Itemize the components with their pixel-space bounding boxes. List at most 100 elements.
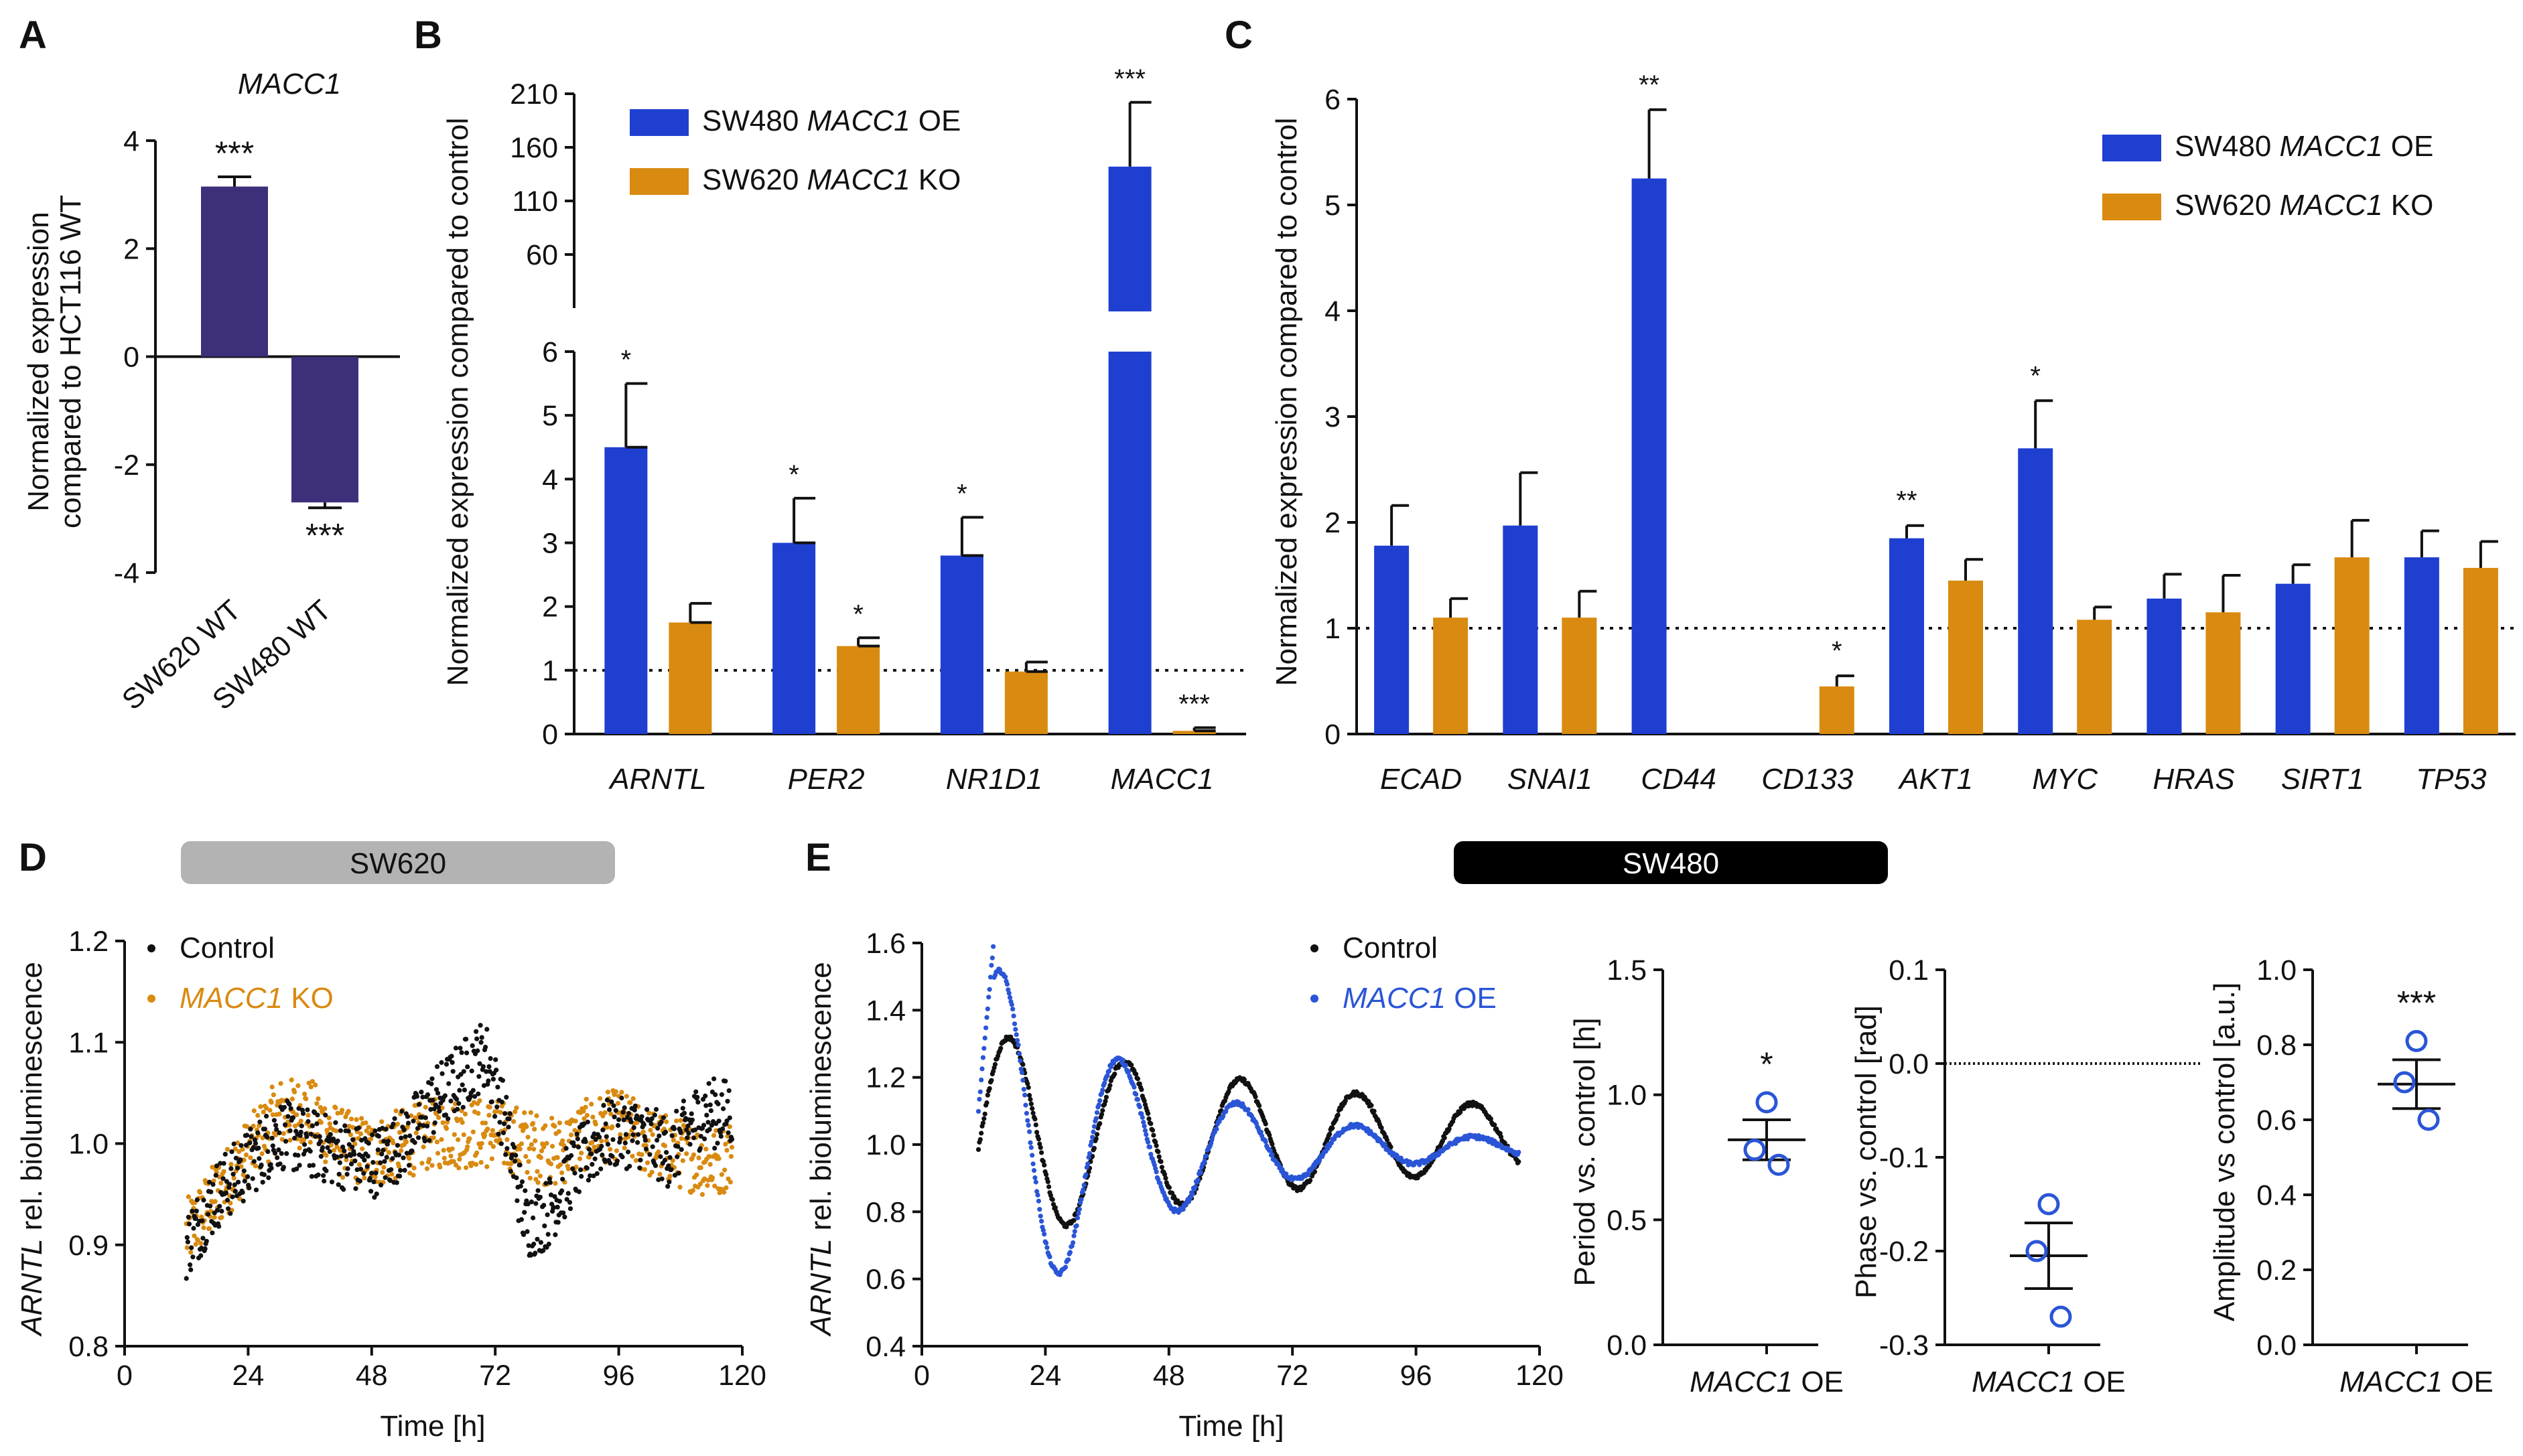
panel-d-point — [437, 1108, 442, 1114]
panel-d-point — [302, 1091, 308, 1097]
panel-d-point — [271, 1118, 277, 1123]
panel-d-point — [470, 1088, 476, 1093]
panel-d-point — [259, 1151, 265, 1157]
panel-e-point — [991, 944, 996, 949]
panel-e-point — [1263, 1139, 1268, 1145]
panel-d-point — [685, 1135, 690, 1141]
panel-e-ytick-label-3: 1.0 — [866, 1129, 906, 1161]
panel-d-point — [267, 1108, 273, 1113]
panel-b-ytick-lower-label-3: 3 — [542, 528, 558, 560]
panel-d-point — [305, 1119, 311, 1124]
panel-d-point — [664, 1119, 669, 1124]
panel-d-point — [525, 1229, 530, 1234]
panel-d-point — [680, 1106, 685, 1111]
panel-e-amplitude-point-2 — [2417, 1108, 2440, 1131]
panel-e-point — [1081, 1187, 1086, 1193]
panel-d-point — [316, 1172, 321, 1177]
panel-d-point — [649, 1121, 654, 1126]
panel-d-point — [356, 1162, 362, 1167]
panel-d-point — [653, 1163, 659, 1168]
panel-d-point — [310, 1123, 315, 1129]
panel-d-point — [221, 1161, 226, 1166]
panel-e-point — [1023, 1102, 1028, 1108]
panel-d-point — [722, 1167, 728, 1173]
panel-d-point — [350, 1145, 355, 1150]
panel-c-xlabel-5: MYC — [2032, 763, 2098, 796]
panel-d-point — [574, 1131, 579, 1137]
panel-d-point — [255, 1130, 261, 1135]
panel-d-point — [269, 1135, 275, 1141]
panel-e-period: 0.0 0.5 1.0 1.5 MACC1 OE * Period vs. control … — [1568, 954, 1844, 1398]
panel-d-point — [247, 1140, 253, 1145]
panel-e-point — [1270, 1152, 1275, 1157]
panel-e-xtick-label-0: 0 — [914, 1360, 930, 1392]
panel-d-point — [289, 1096, 295, 1102]
panel-e-legend-label-0: Control — [1343, 932, 1438, 964]
panel-d-point — [641, 1122, 646, 1127]
panel-e-point — [1308, 1177, 1313, 1183]
panel-d-point — [569, 1133, 574, 1138]
panel-e-point — [1090, 1135, 1095, 1140]
panel-e-point — [1103, 1098, 1108, 1104]
panel-d-point — [430, 1098, 435, 1103]
panel-d-point — [532, 1126, 537, 1132]
panel-d-point — [479, 1035, 484, 1040]
panel-d-point — [251, 1123, 256, 1129]
panel-d-point — [230, 1194, 235, 1199]
panel-e-point — [1134, 1072, 1139, 1077]
panel-d-point — [478, 1145, 483, 1151]
panel-d-point — [557, 1162, 563, 1167]
panel-e-point — [1019, 1070, 1025, 1076]
panel-d-point — [597, 1135, 602, 1140]
panel-d-point — [560, 1138, 565, 1143]
panel-d-point — [370, 1132, 375, 1137]
panel-d-point — [658, 1154, 663, 1159]
panel-c-xlabel-6: HRAS — [2153, 763, 2234, 796]
panel-d-point — [464, 1050, 470, 1055]
panel-d-point — [407, 1171, 413, 1176]
panel-d-point — [461, 1069, 466, 1074]
panel-d-xtick-label-0: 0 — [117, 1360, 133, 1392]
panel-d-point — [439, 1137, 444, 1143]
panel-d-point — [193, 1242, 198, 1247]
panel-d-point — [212, 1215, 217, 1220]
panel-d-point — [572, 1128, 577, 1133]
panel-d-point — [524, 1124, 529, 1129]
panel-c-bar-1-7 — [2334, 557, 2370, 734]
panel-d-point — [372, 1195, 377, 1200]
panel-d-point — [484, 1164, 490, 1169]
panel-a-sig-0: *** — [215, 135, 254, 172]
panel-e-period-ylabel: Period vs. control [h] — [1568, 1017, 1601, 1286]
panel-d-point — [318, 1154, 324, 1159]
panel-e-point — [984, 1100, 990, 1106]
panel-d-point — [724, 1147, 730, 1153]
panel-d-point — [519, 1179, 525, 1185]
panel-d-point — [526, 1159, 531, 1164]
panel-d-point — [218, 1161, 223, 1166]
panel-d-point — [695, 1100, 701, 1105]
panel-e-point — [1034, 1189, 1040, 1194]
panel-d-point — [451, 1159, 456, 1164]
panel-d-point — [250, 1176, 255, 1181]
panel-d-point — [287, 1122, 292, 1128]
panel-d-point — [697, 1146, 703, 1151]
panel-b-legend-label-1-part-1: MACC1 — [807, 163, 910, 196]
panel-d-point — [721, 1106, 726, 1112]
panel-d-point — [292, 1089, 297, 1094]
panel-d-point — [468, 1094, 473, 1099]
panel-d-point — [630, 1138, 635, 1143]
panel-d-point — [194, 1208, 199, 1214]
panel-d-point — [315, 1112, 320, 1118]
panel-c-bar-1-5 — [2077, 620, 2112, 734]
panel-d-point — [326, 1115, 332, 1120]
panel-d-xtick-label-2: 48 — [356, 1360, 388, 1392]
panel-d-point — [476, 1091, 481, 1096]
panel-d-point — [471, 1100, 477, 1105]
panel-d-point — [323, 1112, 328, 1118]
panel-d-point — [637, 1165, 642, 1171]
panel-e-point — [1074, 1223, 1079, 1228]
panel-d-ylabel-part-0: ARNTL — [15, 1239, 48, 1337]
panel-d-point — [495, 1084, 500, 1090]
panel-d-point — [210, 1181, 216, 1187]
panel-b-legend-swatch-0 — [630, 109, 689, 136]
